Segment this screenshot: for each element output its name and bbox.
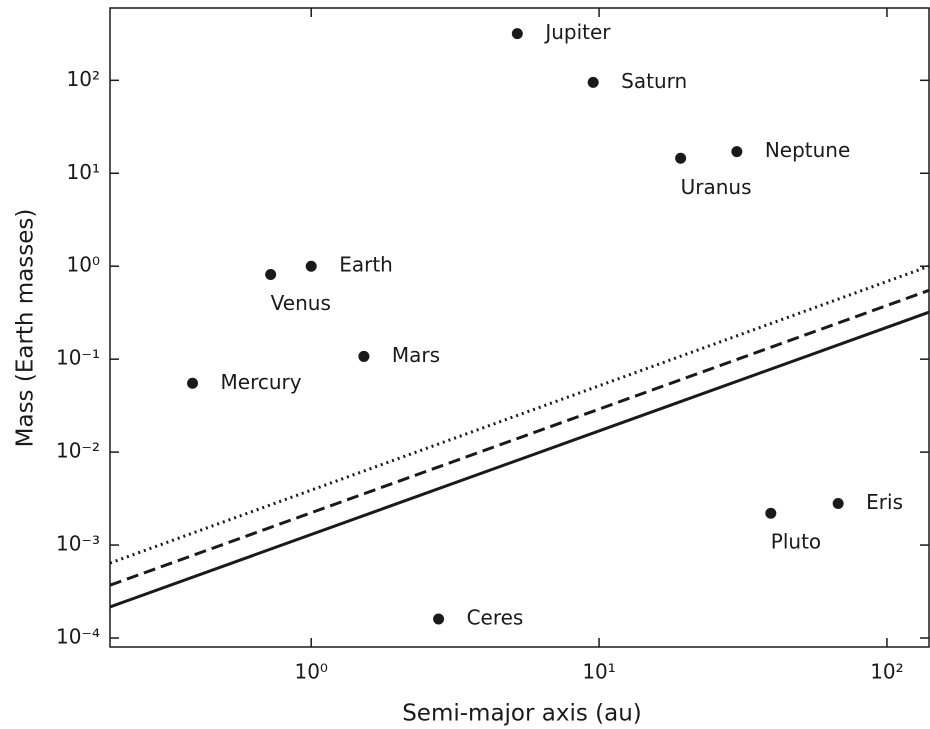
planet-point [675, 152, 687, 164]
planet-point [433, 613, 445, 625]
point-label: Venus [271, 291, 331, 315]
y-tick-label: 10⁻¹ [56, 346, 100, 370]
x-tick-label: 10¹ [582, 660, 615, 684]
plot-frame [109, 7, 930, 648]
planet-point [265, 268, 277, 280]
planet-point [765, 507, 777, 519]
planet-point [358, 350, 370, 362]
planet-point [511, 28, 523, 40]
x-tick-label: 10⁰ [294, 660, 327, 684]
planet-point [305, 260, 317, 272]
x-axis-label: Semi-major axis (au) [402, 701, 642, 727]
point-label: Eris [866, 490, 903, 514]
planet-point [587, 76, 599, 88]
y-tick-label: 10⁰ [67, 253, 100, 277]
planet-point [731, 146, 743, 158]
model-line [109, 288, 930, 587]
point-label: Mars [392, 343, 440, 367]
point-label: Earth [339, 253, 393, 277]
y-tick-label: 10⁻⁴ [56, 624, 100, 648]
point-label: Ceres [467, 606, 524, 630]
point-label: Uranus [681, 175, 752, 199]
model-line [109, 310, 930, 609]
y-tick-label: 10² [67, 67, 100, 91]
y-tick-label: 10⁻³ [56, 532, 100, 556]
point-label: Jupiter [543, 20, 611, 44]
y-tick-label: 10⁻² [56, 439, 100, 463]
y-axis-label: Mass (Earth masses) [13, 209, 39, 448]
planet-point [187, 377, 199, 389]
y-tick-label: 10¹ [67, 160, 100, 184]
planet-point [832, 497, 844, 509]
model-line [109, 264, 930, 565]
point-label: Pluto [771, 530, 821, 554]
point-label: Mercury [221, 370, 302, 394]
point-label: Neptune [765, 138, 850, 162]
point-label: Saturn [621, 69, 687, 93]
x-tick-label: 10² [870, 660, 903, 684]
